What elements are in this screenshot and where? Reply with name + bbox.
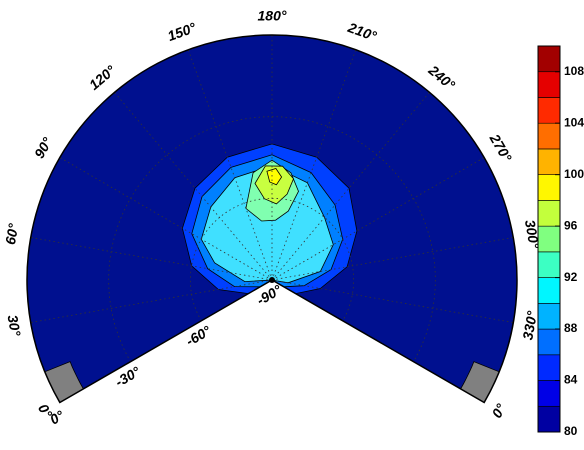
colorbar-band <box>537 328 561 356</box>
colorbar-band <box>537 405 561 433</box>
pole-marker <box>269 277 275 283</box>
colorbar-band <box>537 251 561 278</box>
colorbar-tick-label: 88 <box>564 321 578 335</box>
grid-radial <box>114 92 273 281</box>
azimuth-label: 30° <box>5 314 25 338</box>
colorbar-band <box>537 354 561 381</box>
colorbar-band <box>537 225 561 253</box>
colorbar-band <box>537 277 561 304</box>
contour-region-98 <box>254 165 294 205</box>
colorbar: 80 84 88 92 96 100 104 108 <box>537 45 584 438</box>
azimuth-label: 60° <box>2 222 22 246</box>
colorbar-band <box>537 380 561 407</box>
grid-radial <box>30 279 273 323</box>
azimuth-label: 180° <box>258 8 287 24</box>
colorbar-tick-label: 96 <box>564 218 578 232</box>
grid-radial <box>271 92 430 281</box>
grid-radial <box>30 237 273 281</box>
grid-radial <box>271 49 357 281</box>
colorbar-band <box>537 71 561 98</box>
colorbar-tick-label: 104 <box>564 115 584 129</box>
contour-fills <box>44 143 500 403</box>
colorbar-band <box>537 97 561 124</box>
colorbar-band <box>537 174 561 201</box>
polar-grid <box>30 35 514 362</box>
colorbar-tick-label: 80 <box>564 424 578 438</box>
grid-radial <box>271 157 485 281</box>
azimuth-label: 210° <box>345 19 379 44</box>
colorbar-band <box>537 200 561 227</box>
azimuth-label: 240° <box>425 61 459 93</box>
azimuth-label: 330° <box>519 309 540 341</box>
colorbar-tick-label: 84 <box>564 373 578 387</box>
colorbar-tick-label: 108 <box>564 64 584 78</box>
grid-circle <box>108 116 436 362</box>
azimuth-tick-labels: 0°30°60°90°120°150°180°210°240°270°300°3… <box>2 8 543 421</box>
azimuth-label: 270° <box>486 130 515 164</box>
azimuth-label: 0° <box>488 401 509 421</box>
colorbar-band <box>537 148 561 175</box>
colorbar-tick-label: 100 <box>564 167 584 181</box>
sector-outline <box>26 34 518 404</box>
colorbar-band <box>537 122 561 150</box>
grid-radial <box>59 157 273 281</box>
contour-region-100 <box>266 168 283 186</box>
azimuth-label: 90° <box>31 134 56 161</box>
grid-radial <box>187 49 273 281</box>
colorbar-frame <box>537 45 561 433</box>
azimuth-label: 150° <box>165 19 198 44</box>
azimuth-label: 120° <box>86 62 119 93</box>
colorbar-band <box>537 303 561 330</box>
plot-area: 0°30°60°90°120°150°180°210°240°270°300°3… <box>2 8 543 428</box>
grid-radial <box>271 237 514 281</box>
grid-radial <box>271 279 514 323</box>
colorbar-band <box>537 45 561 73</box>
colorbar-tick-label: 92 <box>564 270 578 284</box>
